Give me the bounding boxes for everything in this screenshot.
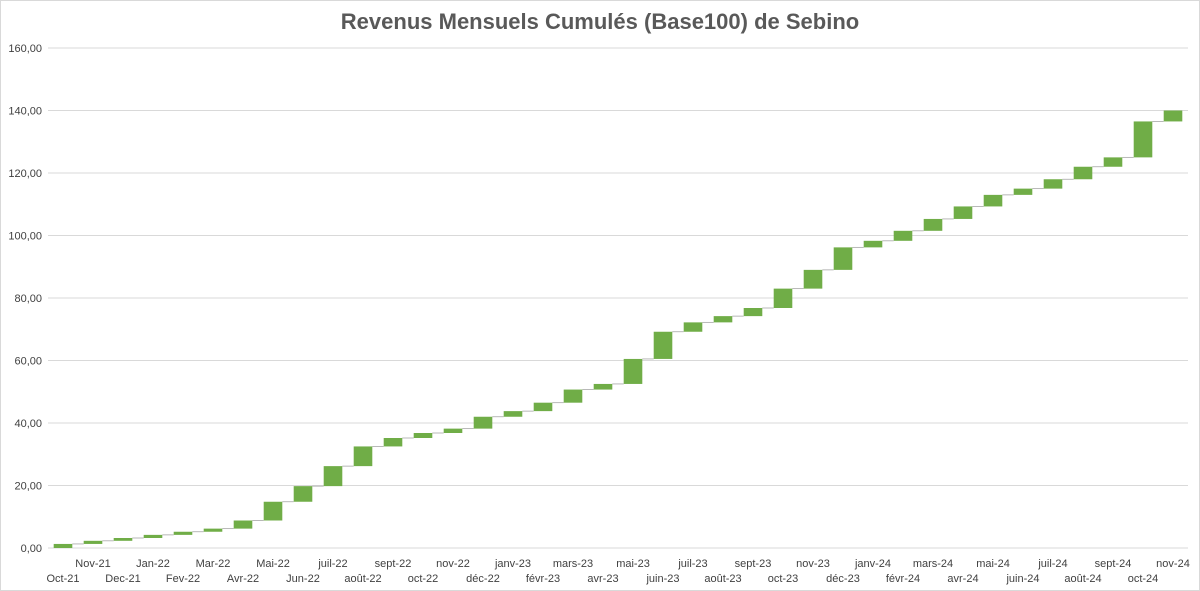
waterfall-bar [1073, 166, 1093, 180]
waterfall-bar [473, 416, 493, 429]
waterfall-bar [983, 194, 1003, 207]
x-tick-label: sept-23 [735, 558, 772, 570]
waterfall-bar [233, 520, 253, 529]
x-tick-label: juin-24 [1005, 573, 1039, 585]
waterfall-bar [323, 466, 343, 487]
x-tick-label: avr-23 [587, 573, 618, 585]
waterfall-bar [1013, 188, 1033, 195]
waterfall-bar [803, 269, 823, 289]
x-tick-label: Fev-22 [166, 573, 200, 585]
x-tick-label: Oct-21 [46, 573, 79, 585]
waterfall-bar [713, 316, 733, 323]
x-tick-label: sept-24 [1095, 558, 1132, 570]
x-tick-label: nov-22 [436, 558, 470, 570]
x-tick-label: avr-24 [947, 573, 978, 585]
waterfall-bar [83, 540, 103, 544]
x-tick-label: août-23 [704, 573, 741, 585]
x-tick-label: mars-23 [553, 558, 593, 570]
x-tick-label: févr-24 [886, 573, 920, 585]
x-tick-label: mai-24 [976, 558, 1010, 570]
waterfall-bar [653, 331, 673, 359]
waterfall-bar [623, 358, 643, 384]
y-tick-label: 140,00 [8, 106, 42, 118]
x-tick-label: juil-23 [677, 558, 707, 570]
x-tick-label: janv-23 [494, 558, 531, 570]
waterfall-bar [203, 528, 223, 532]
waterfall-bar [683, 322, 703, 332]
waterfall-bar [593, 383, 613, 390]
y-tick-label: 120,00 [8, 168, 42, 180]
y-tick-label: 20,00 [14, 481, 42, 493]
x-axis-ticks: Oct-21 Nov-21 Dec-21 Jan-22 Fev-22 Mar-22 Avr-… [46, 558, 1189, 585]
waterfall-bar [773, 288, 793, 308]
y-tick-label: 80,00 [14, 293, 42, 305]
x-tick-label: Jan-22 [136, 558, 170, 570]
x-tick-label: févr-23 [526, 573, 560, 585]
x-tick-label: Mar-22 [196, 558, 231, 570]
waterfall-bar [833, 247, 853, 270]
x-tick-label: juil-22 [317, 558, 347, 570]
x-tick-label: Dec-21 [105, 573, 140, 585]
x-tick-label: Avr-22 [227, 573, 259, 585]
y-tick-label: 160,00 [8, 43, 42, 55]
x-tick-label: oct-23 [768, 573, 799, 585]
waterfall-bar [1163, 110, 1183, 122]
gridlines [48, 47, 1188, 549]
waterfall-bar [53, 543, 73, 548]
y-tick-label: 100,00 [8, 231, 42, 243]
waterfall-bar [443, 428, 463, 433]
waterfall-bar [863, 240, 883, 248]
waterfall-bar [1043, 179, 1063, 189]
waterfall-bar [503, 411, 523, 417]
bars [53, 110, 1183, 548]
waterfall-bar [893, 230, 913, 241]
x-tick-label: juin-23 [645, 573, 679, 585]
waterfall-bar [743, 308, 763, 317]
waterfall-bar [563, 389, 583, 403]
x-tick-label: oct-24 [1128, 573, 1159, 585]
x-tick-label: Mai-22 [256, 558, 290, 570]
waterfall-bar [353, 446, 373, 467]
waterfall-bar [263, 501, 283, 521]
waterfall-bar [1133, 121, 1153, 158]
x-tick-label: sept-22 [375, 558, 412, 570]
waterfall-bar [1103, 157, 1123, 167]
waterfall-bar [953, 206, 973, 219]
x-tick-label: janv-24 [854, 558, 891, 570]
y-axis-ticks: 0,00 20,00 40,00 60,00 80,00 100,00 120,00 140,… [8, 43, 42, 555]
y-tick-label: 60,00 [14, 356, 42, 368]
waterfall-bar [923, 218, 943, 231]
waterfall-bar [413, 433, 433, 438]
y-tick-label: 0,00 [21, 543, 42, 555]
x-tick-label: Nov-21 [75, 558, 110, 570]
waterfall-bar [173, 531, 193, 535]
x-tick-label: déc-22 [466, 573, 500, 585]
y-tick-label: 40,00 [14, 418, 42, 430]
x-tick-label: mai-23 [616, 558, 650, 570]
waterfall-bar [113, 538, 133, 541]
x-tick-label: oct-22 [408, 573, 439, 585]
x-tick-label: nov-23 [796, 558, 830, 570]
x-tick-label: mars-24 [913, 558, 953, 570]
waterfall-bar [143, 534, 163, 538]
x-tick-label: juil-24 [1037, 558, 1067, 570]
waterfall-bar [533, 402, 553, 412]
x-tick-label: août-24 [1064, 573, 1101, 585]
connector-lines [72, 121, 1164, 545]
x-tick-label: août-22 [344, 573, 381, 585]
waterfall-bar [383, 438, 403, 447]
x-tick-label: nov-24 [1156, 558, 1190, 570]
chart-title: Revenus Mensuels Cumulés (Base100) de Se… [340, 9, 860, 34]
x-tick-label: déc-23 [826, 573, 860, 585]
x-tick-label: Jun-22 [286, 573, 320, 585]
waterfall-bar [293, 486, 313, 502]
